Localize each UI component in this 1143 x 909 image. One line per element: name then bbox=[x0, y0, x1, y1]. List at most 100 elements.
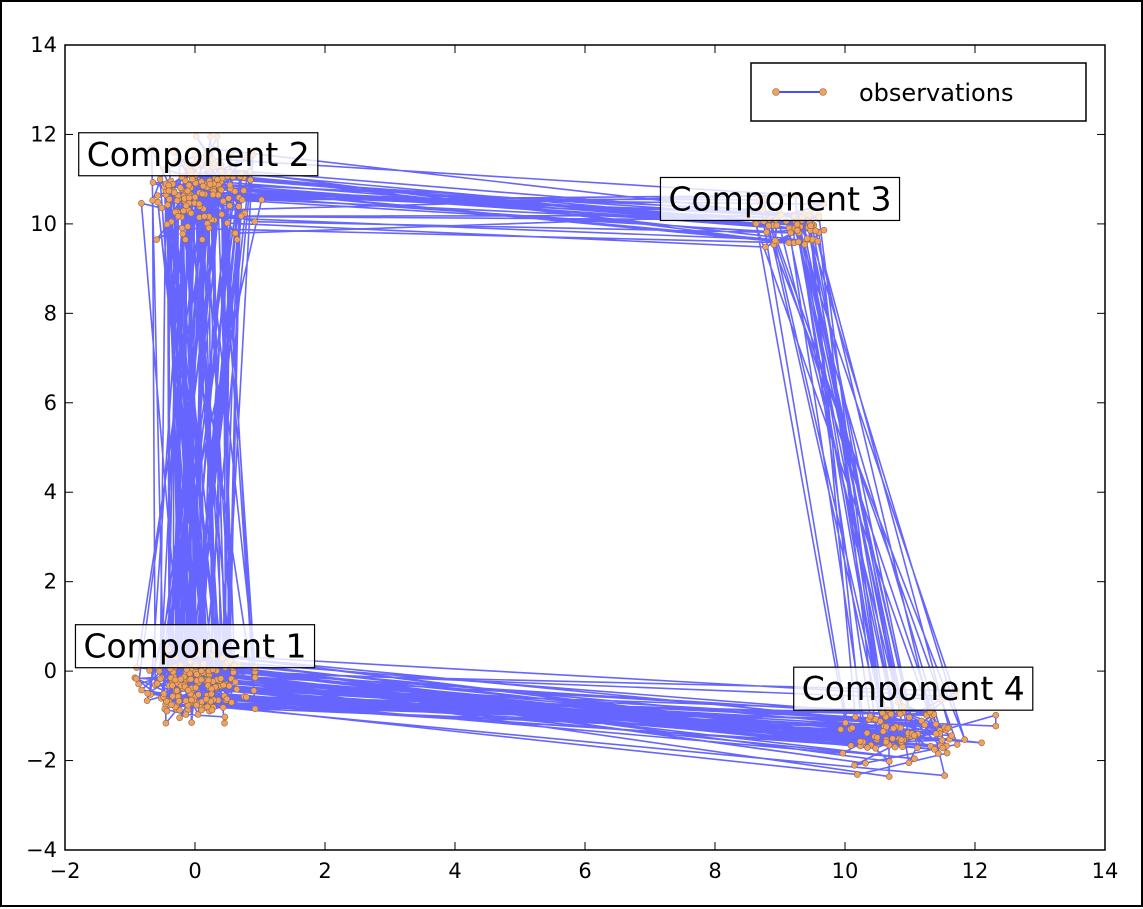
data-point bbox=[866, 712, 874, 720]
data-point bbox=[226, 181, 234, 189]
data-point bbox=[163, 221, 171, 228]
component-annotation: Component 4 bbox=[793, 666, 1034, 711]
data-point bbox=[156, 176, 164, 183]
data-point bbox=[235, 203, 243, 210]
data-point bbox=[228, 699, 235, 706]
data-point bbox=[247, 176, 254, 184]
data-point bbox=[879, 709, 886, 717]
data-point bbox=[882, 723, 890, 731]
data-point bbox=[233, 236, 241, 243]
data-point bbox=[198, 676, 205, 684]
y-tick-label: −2 bbox=[26, 749, 57, 773]
data-point bbox=[938, 736, 946, 744]
data-point bbox=[182, 202, 190, 210]
y-tick-label: 8 bbox=[44, 301, 57, 325]
data-point bbox=[221, 713, 229, 721]
data-point bbox=[154, 198, 162, 206]
data-point bbox=[188, 719, 195, 726]
x-tick-label: 2 bbox=[318, 859, 331, 883]
data-point bbox=[162, 719, 170, 727]
data-point bbox=[198, 706, 205, 714]
y-tick-label: 4 bbox=[44, 480, 57, 504]
y-tick-label: 2 bbox=[44, 570, 57, 594]
component-label: Component 3 bbox=[668, 179, 891, 218]
data-point bbox=[185, 194, 193, 202]
component-label-box bbox=[659, 176, 901, 222]
data-point bbox=[176, 714, 183, 722]
data-point bbox=[837, 726, 845, 733]
data-point bbox=[223, 695, 231, 703]
data-point bbox=[752, 220, 760, 227]
data-point bbox=[189, 175, 196, 183]
data-point bbox=[785, 239, 793, 246]
data-point bbox=[251, 705, 259, 713]
data-point bbox=[251, 674, 259, 681]
data-point bbox=[220, 681, 227, 689]
data-point bbox=[194, 711, 202, 718]
data-point bbox=[941, 772, 949, 779]
data-point bbox=[175, 697, 183, 705]
data-point bbox=[166, 195, 173, 203]
data-point bbox=[218, 211, 225, 218]
x-tick-label: 8 bbox=[708, 859, 721, 883]
data-point bbox=[863, 729, 871, 737]
data-point bbox=[932, 720, 940, 728]
data-point bbox=[232, 229, 239, 237]
data-point bbox=[171, 676, 179, 684]
data-point bbox=[144, 689, 151, 697]
legend-marker bbox=[772, 88, 780, 96]
data-point bbox=[934, 750, 942, 757]
data-point bbox=[149, 179, 157, 186]
data-point bbox=[243, 693, 250, 701]
data-point bbox=[184, 187, 191, 195]
data-point bbox=[896, 710, 904, 718]
data-point bbox=[795, 238, 802, 246]
data-point bbox=[177, 184, 184, 191]
data-point bbox=[885, 758, 893, 765]
data-point bbox=[185, 181, 193, 189]
x-tick-label: 12 bbox=[962, 859, 989, 883]
y-tick-label: 14 bbox=[30, 33, 57, 57]
data-point bbox=[852, 713, 859, 721]
data-point bbox=[163, 697, 170, 705]
data-point bbox=[787, 229, 795, 237]
component-label: Component 2 bbox=[87, 135, 310, 174]
data-point bbox=[178, 224, 186, 232]
data-point bbox=[225, 195, 232, 202]
data-point bbox=[911, 755, 918, 763]
x-tick-label: 0 bbox=[188, 859, 201, 883]
data-point bbox=[218, 186, 225, 194]
data-point bbox=[897, 736, 905, 744]
data-point bbox=[193, 701, 200, 709]
data-point bbox=[174, 212, 182, 220]
data-point bbox=[184, 223, 191, 230]
data-point bbox=[232, 678, 239, 686]
x-tick-label: 14 bbox=[1092, 859, 1119, 883]
data-point bbox=[803, 235, 811, 242]
component-label-box bbox=[793, 666, 1034, 711]
data-point bbox=[155, 667, 163, 675]
data-point bbox=[812, 227, 820, 234]
component-label: Component 1 bbox=[83, 627, 306, 666]
data-point bbox=[165, 187, 173, 195]
data-point bbox=[226, 682, 233, 690]
data-point bbox=[195, 200, 203, 208]
data-point bbox=[250, 687, 258, 694]
data-point bbox=[872, 744, 879, 752]
data-point bbox=[921, 721, 929, 729]
data-point bbox=[156, 675, 164, 683]
data-point bbox=[910, 732, 918, 739]
data-point bbox=[191, 193, 199, 201]
data-point bbox=[891, 743, 899, 751]
data-point bbox=[879, 728, 887, 735]
data-point bbox=[199, 236, 206, 243]
data-point bbox=[177, 675, 185, 683]
component-labels: Component 1 Component 2 Component 3 Compone… bbox=[74, 132, 1034, 711]
y-tick-label: 12 bbox=[30, 122, 57, 146]
data-point bbox=[209, 191, 217, 198]
data-point bbox=[851, 761, 858, 769]
data-point bbox=[217, 675, 225, 682]
data-point bbox=[164, 201, 171, 209]
